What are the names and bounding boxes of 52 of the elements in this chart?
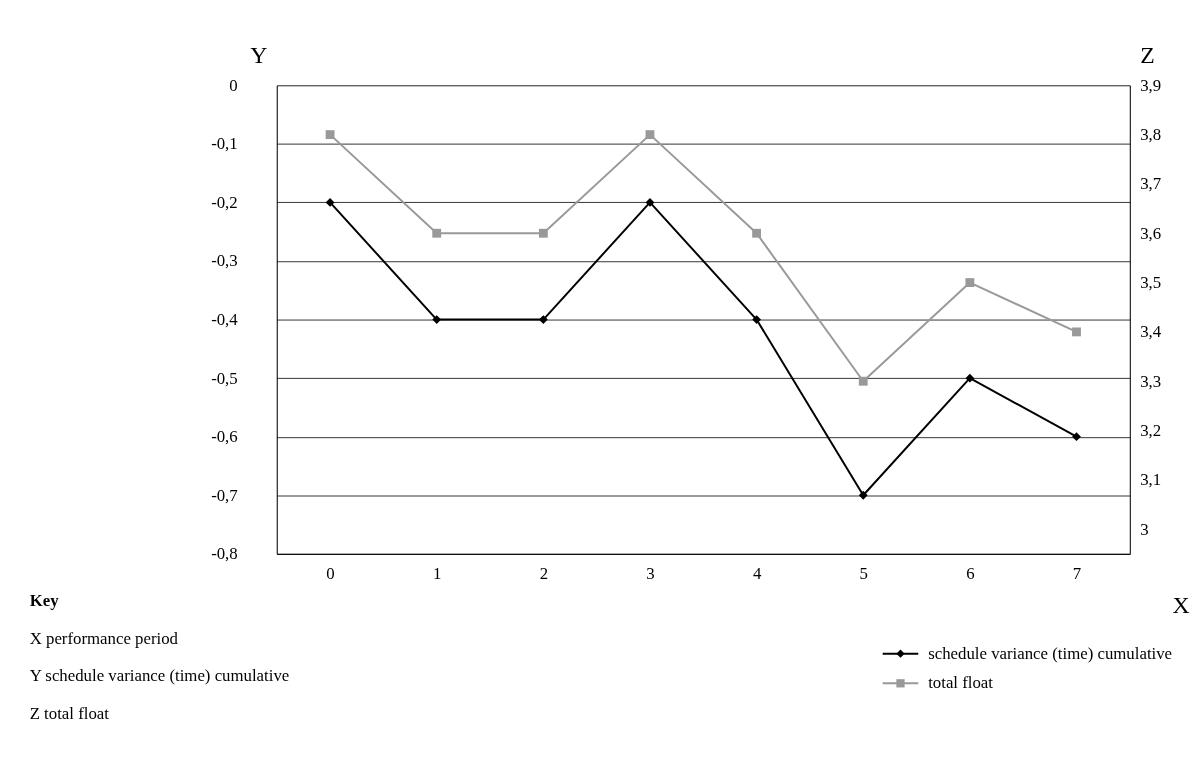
y2-tick-label: 3,3 <box>1140 371 1162 391</box>
point <box>752 315 762 324</box>
y-tick-label: -0,1 <box>211 134 238 154</box>
point <box>325 198 335 207</box>
y2-tick-label: 3,6 <box>1140 223 1162 243</box>
text: X performance period <box>29 628 179 648</box>
x-tick-label: 5 <box>859 564 868 584</box>
point <box>858 490 868 500</box>
y2-tick-label: 3,8 <box>1140 125 1162 145</box>
x-tick-label: 4 <box>752 564 762 584</box>
x-tick-label: 7 <box>1072 564 1082 584</box>
y-tick-label: -0,2 <box>211 192 238 212</box>
y-tick-label: -0,6 <box>211 427 238 447</box>
point <box>645 130 655 140</box>
x-tick-label: 0 <box>326 564 335 584</box>
point <box>538 228 548 238</box>
point <box>1072 327 1081 337</box>
text: Key <box>29 591 60 611</box>
y-tick-label: -0,3 <box>211 251 238 271</box>
y2-axis-title: Z <box>1140 42 1155 69</box>
y2-tick-label: 3,4 <box>1140 322 1162 342</box>
text: Y schedule variance (time) cumulative <box>29 666 290 686</box>
y-axis-title: Y <box>250 42 268 69</box>
point <box>965 373 975 383</box>
x-axis-title: X <box>1172 591 1190 618</box>
point <box>432 315 442 324</box>
point <box>538 315 548 324</box>
point <box>645 198 655 207</box>
y-tick-label: 0 <box>229 75 238 95</box>
x-tick-label: 3 <box>646 564 655 584</box>
x-tick-label: 6 <box>966 564 975 584</box>
point <box>1072 432 1081 442</box>
y2-tick-label: 3,7 <box>1140 174 1162 194</box>
y2-tick-label: 3,2 <box>1140 420 1162 440</box>
y2-tick-label: 3,1 <box>1140 470 1162 490</box>
x-tick-label: 2 <box>539 564 549 584</box>
y-tick-label: -0,5 <box>211 368 238 388</box>
point <box>858 376 868 386</box>
y-tick-label: -0,7 <box>211 485 238 505</box>
y-tick-label: -0,4 <box>211 310 239 329</box>
point <box>752 228 762 238</box>
y2-tick-label: 3,9 <box>1140 75 1162 95</box>
legend-label: schedule variance (time) cumulative <box>928 643 1173 663</box>
point <box>965 278 975 287</box>
x-tick-label: 1 <box>433 564 442 584</box>
legend-label: total float <box>928 673 994 693</box>
point <box>325 130 335 140</box>
y2-tick-label: 3 <box>1140 519 1149 539</box>
y-tick-label: -0,8 <box>211 544 238 564</box>
y2-tick-label: 3,5 <box>1140 273 1162 293</box>
point <box>432 228 442 238</box>
text: Z total float <box>29 703 110 723</box>
